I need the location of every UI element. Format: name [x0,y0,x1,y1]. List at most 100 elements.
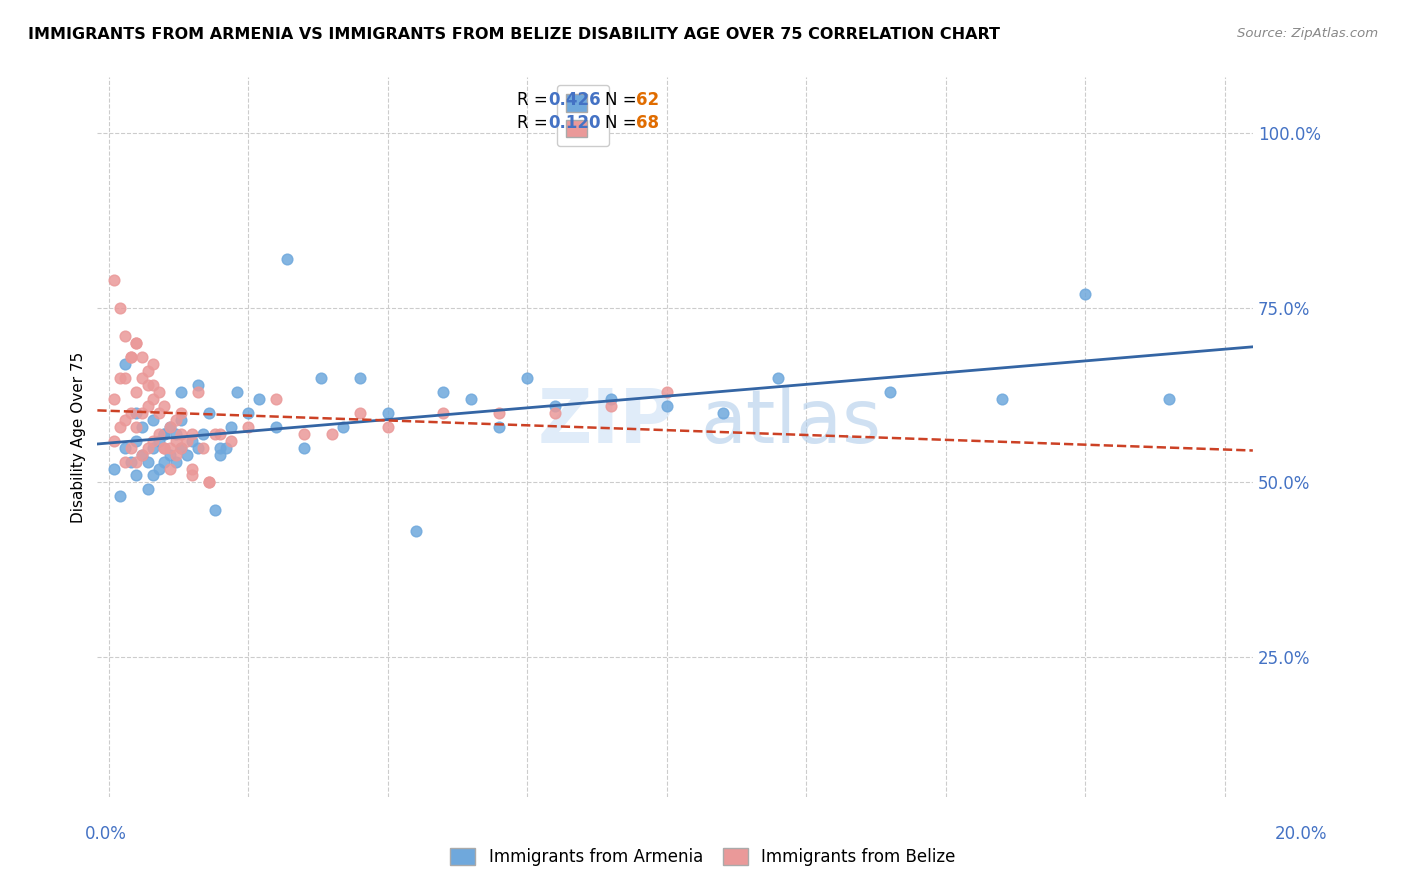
Point [148,434,170,448]
Point [170,441,193,455]
Point [181,434,204,448]
Point [544,399,567,413]
Point [711,406,734,420]
Point [125,468,148,483]
Legend: Immigrants from Armenia, Immigrants from Belize: Immigrants from Armenia, Immigrants from… [441,840,965,875]
Point [221,419,243,434]
Point [108,419,131,434]
Point [142,434,165,448]
Point [108,490,131,504]
Point [114,441,136,455]
Point [488,419,510,434]
Point [125,335,148,350]
Point [148,426,170,441]
Point [377,419,399,434]
Point [120,454,142,468]
Text: N =: N = [605,114,641,132]
Point [159,441,181,455]
Point [125,419,148,434]
Point [153,426,176,441]
Point [264,419,287,434]
Point [131,370,153,384]
Point [153,426,176,441]
Point [114,370,136,384]
Text: R =: R = [517,114,554,132]
Point [136,483,159,497]
Point [170,441,193,455]
Point [221,434,243,448]
Point [187,441,209,455]
Point [165,426,187,441]
Point [142,468,165,483]
Point [349,370,371,384]
Text: 68: 68 [636,114,658,132]
Point [136,364,159,378]
Point [198,475,221,490]
Point [405,524,427,539]
Point [488,406,510,420]
Point [292,441,315,455]
Point [236,406,259,420]
Point [148,461,170,475]
Point [142,441,165,455]
Point [655,399,678,413]
Point [136,399,159,413]
Point [136,441,159,455]
Point [153,399,176,413]
Point [990,392,1012,406]
Point [193,426,215,441]
Point [170,384,193,399]
Point [349,406,371,420]
Point [187,377,209,392]
Point [377,406,399,420]
Point [108,301,131,315]
Point [170,412,193,426]
Text: Source: ZipAtlas.com: Source: ZipAtlas.com [1237,27,1378,40]
Point [120,350,142,364]
Point [142,412,165,426]
Point [432,406,454,420]
Point [153,441,176,455]
Point [148,384,170,399]
Point [165,412,187,426]
Point [209,426,232,441]
Point [516,370,538,384]
Point [1074,287,1097,301]
Point [187,384,209,399]
Point [1159,392,1181,406]
Point [120,406,142,420]
Text: ZIP: ZIP [537,386,675,459]
Text: IMMIGRANTS FROM ARMENIA VS IMMIGRANTS FROM BELIZE DISABILITY AGE OVER 75 CORRELA: IMMIGRANTS FROM ARMENIA VS IMMIGRANTS FR… [28,27,1000,42]
Point [120,441,142,455]
Point [131,406,153,420]
Point [159,461,181,475]
Point [136,454,159,468]
Point [170,426,193,441]
Point [114,328,136,343]
Point [153,441,176,455]
Point [159,448,181,462]
Point [159,419,181,434]
Point [879,384,901,399]
Point [460,392,482,406]
Point [108,370,131,384]
Point [181,468,204,483]
Point [198,475,221,490]
Point [136,377,159,392]
Point [599,392,621,406]
Point [131,350,153,364]
Point [264,392,287,406]
Point [432,384,454,399]
Point [276,252,298,266]
Point [247,392,270,406]
Point [142,392,165,406]
Point [131,419,153,434]
Point [181,426,204,441]
Point [204,426,226,441]
Y-axis label: Disability Age Over 75: Disability Age Over 75 [72,351,86,523]
Point [159,419,181,434]
Point [181,461,204,475]
Point [131,448,153,462]
Legend: , : , [557,85,609,146]
Point [165,448,187,462]
